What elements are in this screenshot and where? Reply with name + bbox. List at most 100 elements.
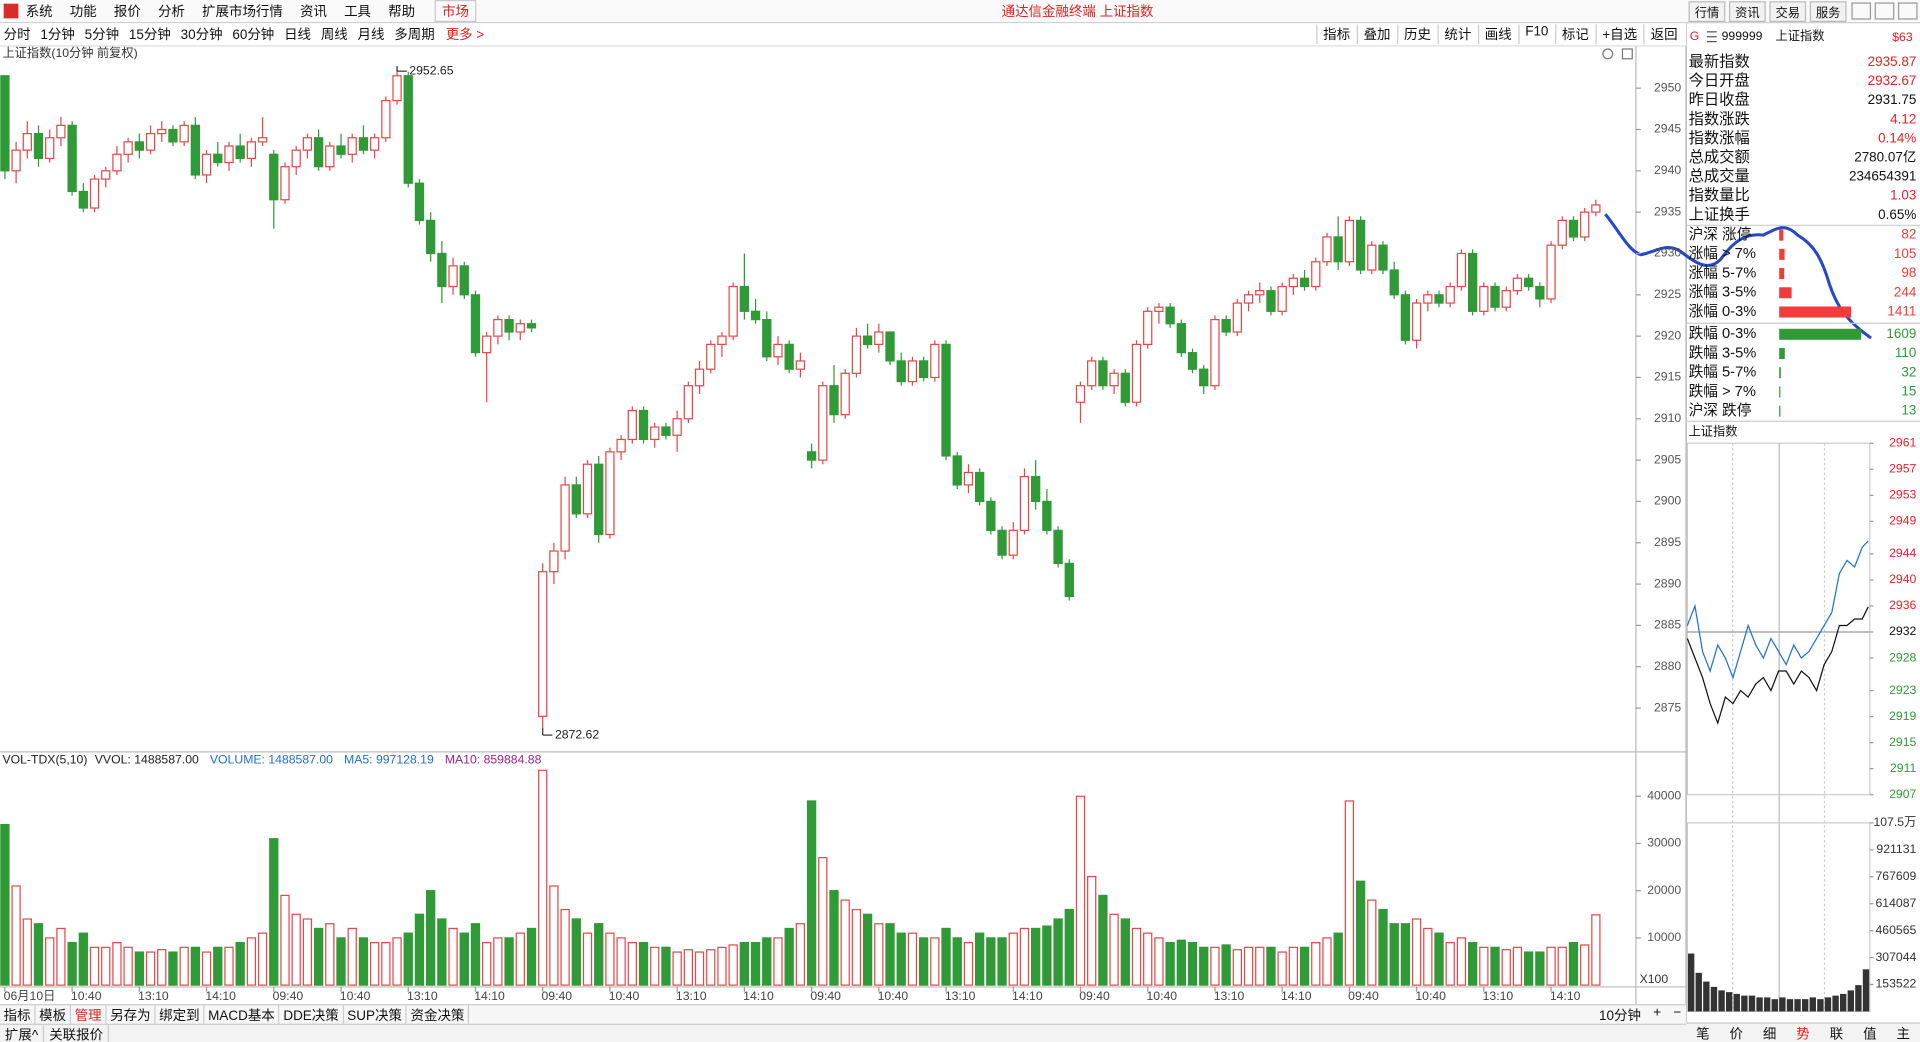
volume-bar: [1411, 918, 1422, 986]
candle-body: [1580, 211, 1590, 238]
volume-bar: [45, 937, 55, 986]
bottom-tab[interactable]: 另存为: [107, 1004, 156, 1025]
menu-item[interactable]: 工具: [344, 4, 372, 20]
side-tab[interactable]: 值: [1863, 1027, 1877, 1042]
candle-body: [1266, 290, 1276, 312]
menu-icon[interactable]: [1706, 31, 1717, 43]
menu-button[interactable]: 交易: [1769, 0, 1807, 22]
tool-button[interactable]: +自选: [1594, 24, 1643, 45]
zoom-out[interactable]: −: [1673, 1004, 1682, 1020]
period-tab[interactable]: 日线: [284, 28, 312, 43]
status-item[interactable]: 扩展^: [0, 1024, 45, 1042]
mini-volume-bar: [1809, 997, 1816, 1012]
menu-item[interactable]: 资讯: [300, 4, 327, 20]
candle-body: [369, 137, 380, 151]
close[interactable]: [1897, 2, 1918, 20]
mini-volume-bar: [1687, 953, 1695, 1012]
status-item[interactable]: 关联报价: [44, 1024, 110, 1042]
menu-button[interactable]: 行情: [1688, 0, 1726, 22]
mini-volume-bar: [1794, 999, 1801, 1012]
y-tick-label: 2900: [1654, 494, 1681, 508]
tool-button[interactable]: F10: [1517, 24, 1555, 45]
side-tab[interactable]: 势: [1796, 1027, 1810, 1042]
more-button[interactable]: 更多 >: [445, 28, 485, 43]
period-tab[interactable]: 分时: [3, 28, 31, 43]
volume-bar: [1098, 894, 1108, 986]
volume-bar: [1535, 951, 1545, 986]
period-tab[interactable]: 周线: [320, 28, 348, 43]
bottom-tab[interactable]: 指标: [0, 1004, 36, 1025]
y-tick-label: 2915: [1654, 370, 1681, 384]
side-tab[interactable]: 细: [1762, 1027, 1777, 1042]
menu-item[interactable]: 系统: [25, 4, 53, 20]
tool-button[interactable]: 标记: [1554, 24, 1595, 45]
zoom-in[interactable]: +: [1653, 1004, 1662, 1020]
mini-y-tick-label: 2928: [1889, 650, 1916, 664]
volume-bar: [504, 937, 514, 986]
candle-body: [616, 438, 626, 453]
side-tab[interactable]: 笔: [1696, 1027, 1710, 1042]
quote-label: 总成交量: [1689, 167, 1750, 185]
hand-drawn-annotation: [1604, 213, 1872, 340]
menu-item[interactable]: 扩展市场行情: [202, 4, 283, 20]
menu-button[interactable]: 服务: [1809, 0, 1847, 22]
period-label[interactable]: 10分钟: [1599, 1008, 1641, 1024]
mini-volume-tick-label: 107.5万: [1873, 815, 1916, 829]
mini-y-tick-label: 2949: [1889, 514, 1916, 528]
bottom-tab[interactable]: 模板: [36, 1004, 72, 1025]
period-tab[interactable]: 5分钟: [84, 28, 120, 43]
candle-body: [806, 451, 817, 461]
volume-bar: [1501, 949, 1511, 986]
period-tab[interactable]: 15分钟: [128, 28, 171, 43]
tool-button[interactable]: 统计: [1437, 24, 1477, 45]
side-tab[interactable]: 价: [1729, 1027, 1743, 1042]
period-tab[interactable]: 30分钟: [180, 28, 223, 43]
maximize[interactable]: [1874, 2, 1895, 20]
period-tab[interactable]: 多周期: [394, 28, 435, 43]
volume-bar: [1512, 946, 1523, 986]
menu-item[interactable]: 帮助: [388, 4, 416, 20]
settings-icon[interactable]: [1602, 48, 1614, 60]
tool-button[interactable]: 历史: [1396, 24, 1437, 45]
candle-body: [885, 331, 895, 362]
menu-item[interactable]: 报价: [113, 4, 141, 20]
volume-bar: [672, 951, 682, 986]
candle-body: [538, 571, 548, 717]
menu-item[interactable]: 分析: [157, 4, 185, 20]
bottom-tab[interactable]: 管理: [71, 1004, 107, 1025]
bottom-tab[interactable]: 资金决策: [407, 1004, 470, 1025]
period-tab[interactable]: 月线: [357, 28, 385, 43]
candle-body: [11, 149, 21, 172]
tool-button[interactable]: 叠加: [1356, 24, 1396, 45]
window-icon[interactable]: [1621, 48, 1633, 60]
candle-body: [269, 153, 279, 201]
bottom-tab[interactable]: MACD基本: [204, 1004, 280, 1025]
candle-body: [1042, 500, 1052, 531]
period-tabs: 分时 1分钟 5分钟 15分钟 30分钟 60分钟 日线 周线 月线 多周期: [0, 24, 441, 44]
candle-body: [762, 318, 772, 358]
candle-body: [571, 484, 581, 515]
volume-bar: [560, 908, 570, 986]
menu-button[interactable]: 资讯: [1728, 0, 1766, 22]
bottom-tab[interactable]: DDE决策: [280, 1004, 344, 1025]
volume-bar: [1042, 925, 1052, 986]
tool-button[interactable]: 返回: [1643, 24, 1683, 45]
tool-button[interactable]: 指标: [1315, 24, 1356, 45]
side-tab[interactable]: 联: [1829, 1027, 1844, 1042]
candle-body: [930, 343, 940, 379]
tool-button[interactable]: 画线: [1477, 24, 1517, 45]
volume-bar: [1120, 918, 1130, 986]
period-tab[interactable]: 60分钟: [232, 28, 275, 43]
candle-body: [1187, 352, 1198, 370]
period-tab[interactable]: 1分钟: [40, 28, 75, 43]
candle-body: [627, 409, 637, 441]
bottom-tab[interactable]: SUP决策: [344, 1004, 407, 1025]
volume-bar: [661, 946, 671, 986]
volume-bar: [291, 913, 301, 986]
minimize[interactable]: [1851, 2, 1872, 20]
side-tab[interactable]: 主: [1896, 1027, 1910, 1042]
market-tab[interactable]: 市场: [434, 0, 477, 23]
menu-item[interactable]: 功能: [69, 4, 97, 20]
volume-bar: [941, 927, 951, 986]
bottom-tab[interactable]: 绑定到: [156, 1004, 205, 1025]
